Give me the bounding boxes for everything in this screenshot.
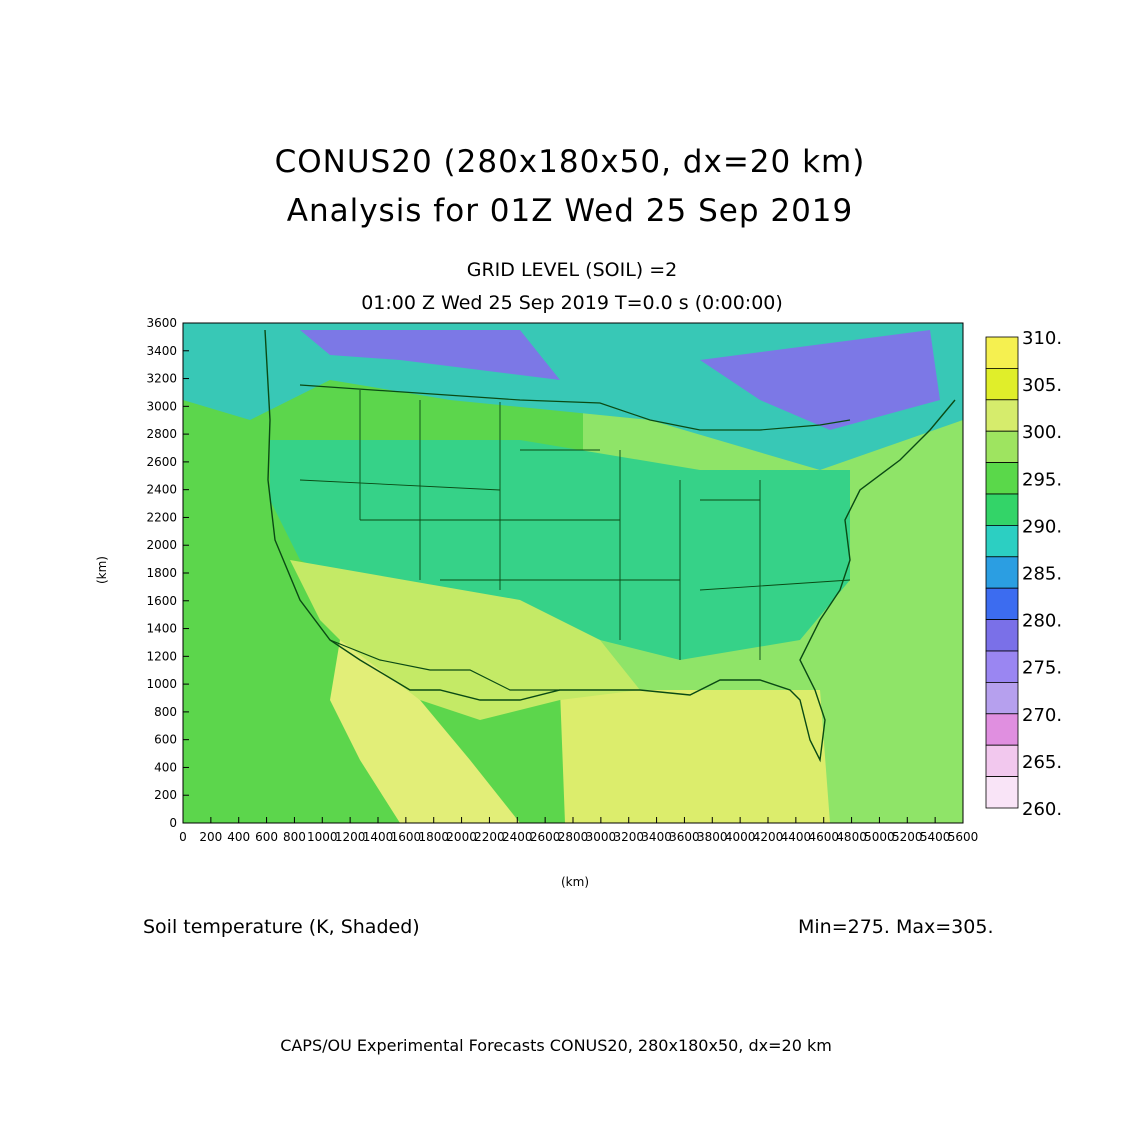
colorbar-label: 270. (1022, 705, 1062, 726)
x-tick-label: 800 (283, 830, 306, 844)
y-tick-label: 3200 (146, 372, 177, 386)
y-tick-label: 1800 (146, 566, 177, 580)
y-tick-label: 2600 (146, 455, 177, 469)
colorbar-swatch (985, 619, 1019, 652)
x-axis-label: (km) (561, 875, 590, 889)
x-tick-label: 5200 (892, 830, 923, 844)
colorbar-label: 265. (1022, 752, 1062, 773)
x-tick-label: 5000 (864, 830, 895, 844)
y-tick-label: 2800 (146, 427, 177, 441)
map-subtitle-analysis: Analysis for 01Z Wed 25 Sep 2019 (286, 193, 854, 229)
x-tick-label: 400 (227, 830, 250, 844)
grid-level-label: GRID LEVEL (SOIL) =2 (466, 259, 678, 281)
colorbar-swatch (985, 430, 1019, 464)
x-tick-label: 1200 (335, 830, 366, 844)
x-tick-label: 3000 (586, 830, 617, 844)
y-tick-label: 1200 (146, 649, 177, 663)
y-tick-label: 800 (154, 705, 177, 719)
x-tick-label: 1000 (307, 830, 338, 844)
x-tick-label: 2000 (446, 830, 477, 844)
colorbar-swatch (985, 462, 1019, 495)
colorbar-swatch (985, 336, 1019, 369)
x-tick-label: 3800 (697, 830, 728, 844)
x-tick-label: 1800 (418, 830, 449, 844)
y-tick-label: 3600 (146, 316, 177, 330)
us-mexico-border (329, 639, 560, 691)
x-tick-label: 1400 (363, 830, 394, 844)
colorbar-swatch (985, 525, 1019, 558)
colorbar-label: 300. (1022, 422, 1062, 443)
coastline (264, 329, 956, 763)
x-tick-label: 0 (179, 830, 187, 844)
y-tick-label: 2000 (146, 538, 177, 552)
colorbar-label: 305. (1022, 375, 1062, 396)
x-tick-label: 4000 (725, 830, 756, 844)
colorbar-label: 275. (1022, 658, 1062, 679)
y-tick-label: 0 (169, 816, 177, 830)
colorbar-label: 310. (1022, 328, 1062, 349)
x-axis-ticks: 0 200 400 600 800 100012001400160018002000220… (179, 817, 978, 844)
y-tick-label: 2200 (146, 510, 177, 524)
y-tick-label: 1600 (146, 594, 177, 608)
colorbar-label: 285. (1022, 564, 1062, 585)
southwest-region (290, 560, 640, 720)
soil-temperature-field (183, 323, 963, 823)
colorbar-label: 280. (1022, 611, 1062, 632)
interior-us-region (270, 440, 850, 660)
state-borders (299, 390, 851, 660)
colorbar-swatch (985, 399, 1019, 432)
colorbar-swatch (985, 713, 1019, 746)
y-tick-label: 1000 (146, 677, 177, 691)
x-tick-label: 3400 (641, 830, 672, 844)
footer-credit: CAPS/OU Experimental Forecasts CONUS20, … (280, 1036, 832, 1055)
min-max-label: Min=275. Max=305. (798, 916, 994, 938)
colorbar-swatch (985, 587, 1019, 621)
y-tick-label: 1400 (146, 622, 177, 636)
x-tick-label: 5600 (948, 830, 979, 844)
colorbar-swatch (985, 367, 1019, 401)
y-axis-label: (km) (95, 555, 110, 585)
map-title: CONUS20 (280x180x50, dx=20 km) (274, 144, 866, 180)
us-canada-border (299, 384, 851, 431)
colorbar-swatch (985, 744, 1019, 778)
x-tick-label: 2200 (474, 830, 505, 844)
y-tick-label: 400 (154, 760, 177, 774)
x-tick-label: 2800 (558, 830, 589, 844)
gulf-of-mexico-region (560, 690, 830, 823)
colorbar-swatch (985, 682, 1019, 715)
colorbar-label: 290. (1022, 516, 1062, 537)
y-tick-label: 200 (154, 788, 177, 802)
x-tick-label: 1600 (391, 830, 422, 844)
colorbar-label: 295. (1022, 469, 1062, 490)
field-description: Soil temperature (K, Shaded) (143, 916, 420, 938)
x-tick-label: 5400 (920, 830, 951, 844)
y-tick-label: 2400 (146, 483, 177, 497)
x-tick-label: 3200 (613, 830, 644, 844)
x-tick-label: 4400 (781, 830, 812, 844)
colorbar-swatch (985, 650, 1019, 683)
y-tick-label: 600 (154, 733, 177, 747)
colorbar-swatch (985, 493, 1019, 526)
cold-anomaly-north (300, 330, 560, 380)
cold-anomaly-east (700, 330, 940, 430)
x-tick-label: 200 (199, 830, 222, 844)
mexico-region (330, 640, 520, 823)
colorbar-label: 260. (1022, 799, 1062, 820)
x-tick-label: 4200 (753, 830, 784, 844)
colorbar-swatch (985, 776, 1019, 809)
x-tick-label: 3600 (669, 830, 700, 844)
valid-time-label: 01:00 Z Wed 25 Sep 2019 T=0.0 s (0:00:00… (361, 292, 783, 314)
y-tick-label: 3000 (146, 399, 177, 413)
x-tick-label: 4600 (808, 830, 839, 844)
colorbar-swatch (985, 556, 1019, 589)
y-tick-label: 3400 (146, 344, 177, 358)
x-tick-label: 4800 (836, 830, 867, 844)
y-axis-ticks: 0 200 400 600 800 1000 1200 1400 1600 1800 2000 220… (146, 316, 189, 830)
colorbar: 310. 305. 300. 295. 290. 285. 280. 275. 270. 265.… (985, 328, 1062, 820)
x-tick-label: 2600 (530, 830, 561, 844)
x-tick-label: 2400 (502, 830, 533, 844)
x-tick-label: 600 (255, 830, 278, 844)
